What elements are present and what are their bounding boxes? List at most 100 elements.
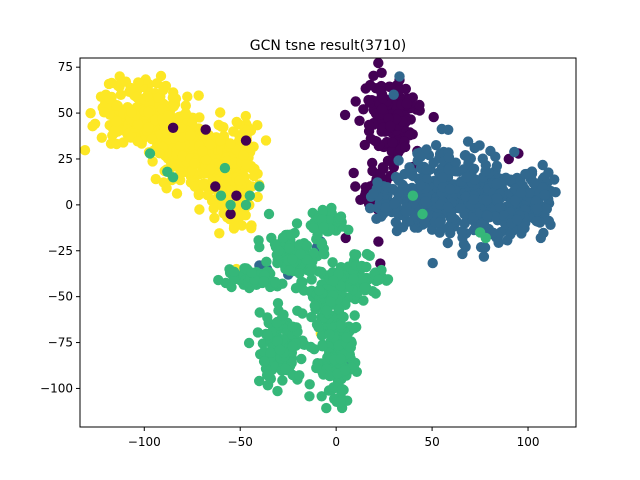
x-tick-label: 100 <box>517 435 540 449</box>
y-tick-label: 50 <box>58 106 73 120</box>
scatter-point-series-0 <box>96 132 108 143</box>
scatter-point-series-1 <box>368 70 379 82</box>
scatter-point-series-1 <box>365 79 376 91</box>
scatter-point-series-2 <box>474 140 485 151</box>
scatter-point-series-2 <box>509 195 521 206</box>
scatter-point-series-3 <box>215 190 227 201</box>
scatter-point-series-2 <box>421 164 432 175</box>
scatter-point-series-3 <box>225 199 236 211</box>
scatter-point-series-3 <box>314 285 325 296</box>
scatter-point-series-2 <box>511 214 523 225</box>
scatter-point-series-2 <box>541 203 552 215</box>
y-tick-label: −25 <box>48 244 73 258</box>
y-tick-label: −75 <box>48 336 73 350</box>
scatter-point-series-3 <box>373 274 384 285</box>
scatter-point-series-3 <box>308 222 319 234</box>
scatter-point-series-0 <box>85 108 96 119</box>
scatter-point-series-2 <box>442 237 453 249</box>
scatter-point-series-2 <box>528 177 539 189</box>
scatter-point-series-3 <box>219 162 231 174</box>
scatter-point-series-2 <box>447 212 458 223</box>
points-layer <box>79 57 561 414</box>
scatter-point-series-1 <box>376 103 388 115</box>
scatter-point-series-3 <box>317 341 328 352</box>
scatter-point-series-3 <box>265 347 276 358</box>
scatter-point-series-1 <box>401 98 412 109</box>
scatter-point-series-3 <box>262 330 273 341</box>
scatter-point-series-3 <box>261 369 273 381</box>
scatter-point-series-0 <box>111 138 122 150</box>
scatter-point-series-3 <box>252 327 264 338</box>
scatter-point-series-3 <box>301 240 313 251</box>
scatter-point-series-3 <box>336 383 348 395</box>
scatter-point-series-3 <box>324 329 335 340</box>
scatter-point-series-0 <box>228 126 239 137</box>
x-tick-label: 0 <box>332 435 340 449</box>
scatter-point-series-0 <box>213 119 224 131</box>
scatter-point-series-3 <box>327 257 338 268</box>
scatter-point-series-1 <box>231 190 242 201</box>
scatter-point-series-2 <box>543 167 554 178</box>
scatter-point-series-2 <box>388 89 399 100</box>
scatter-point-series-0 <box>143 106 154 118</box>
scatter-point-series-3 <box>213 274 224 286</box>
scatter-point-series-3 <box>284 265 295 276</box>
scatter-point-series-3 <box>254 307 265 318</box>
scatter-point-series-0 <box>193 90 204 101</box>
scatter-point-series-3 <box>244 190 255 201</box>
scatter-point-series-3 <box>358 295 369 306</box>
scatter-point-series-2 <box>494 202 506 213</box>
scatter-point-series-2 <box>422 174 433 185</box>
scatter-point-series-0 <box>132 118 144 130</box>
scatter-point-series-3 <box>280 363 291 374</box>
scatter-point-series-3 <box>272 298 284 309</box>
scatter-point-series-3 <box>417 208 428 220</box>
scatter-point-series-1 <box>390 113 402 125</box>
scatter-point-series-0 <box>175 122 187 133</box>
scatter-point-series-2 <box>481 195 492 206</box>
scatter-point-series-3 <box>334 397 346 408</box>
scatter-point-series-2 <box>539 189 550 200</box>
scatter-point-series-3 <box>339 365 351 376</box>
y-axis: 75 50 25 0 −25 −50 −75 −100 <box>40 60 80 395</box>
scatter-point-series-0 <box>225 138 236 149</box>
scatter-point-series-3 <box>361 261 372 273</box>
scatter-point-series-3 <box>272 257 283 269</box>
scatter-point-series-0 <box>180 100 191 111</box>
scatter-point-series-3 <box>349 323 360 334</box>
scatter-point-series-3 <box>259 356 270 367</box>
scatter-point-series-2 <box>502 235 513 246</box>
scatter-point-series-1 <box>240 135 252 146</box>
scatter-point-series-0 <box>104 93 115 104</box>
scatter-point-series-3 <box>263 317 274 329</box>
scatter-point-series-2 <box>462 136 474 147</box>
scatter-point-series-1 <box>373 57 384 69</box>
scatter-point-series-2 <box>428 157 439 168</box>
scatter-point-series-1 <box>428 111 439 123</box>
scatter-point-series-0 <box>177 150 188 162</box>
scatter-point-series-3 <box>345 342 356 353</box>
scatter-point-series-2 <box>491 178 502 190</box>
scatter-point-series-3 <box>311 362 322 374</box>
scatter-point-series-3 <box>243 337 255 349</box>
scatter-point-series-1 <box>200 124 211 135</box>
scatter-point-series-2 <box>456 226 467 237</box>
plot-area-frame <box>79 57 577 428</box>
scatter-point-series-0 <box>240 159 252 170</box>
scatter-point-series-0 <box>171 188 183 199</box>
scatter-point-series-3 <box>335 353 346 365</box>
scatter-point-series-3 <box>286 229 297 240</box>
scatter-point-series-2 <box>434 227 445 238</box>
scatter-point-series-0 <box>153 92 164 104</box>
scatter-point-series-2 <box>427 257 438 269</box>
scatter-point-series-2 <box>543 215 555 227</box>
scatter-point-series-1 <box>363 119 375 131</box>
scatter-point-series-0 <box>189 181 201 192</box>
scatter-point-series-3 <box>318 221 329 233</box>
scatter-point-series-0 <box>214 228 225 239</box>
scatter-point-series-2 <box>437 172 448 183</box>
scatter-point-series-0 <box>143 122 154 133</box>
scatter-point-series-3 <box>226 281 237 293</box>
scatter-point-series-2 <box>520 168 531 180</box>
scatter-point-series-1 <box>363 94 374 106</box>
